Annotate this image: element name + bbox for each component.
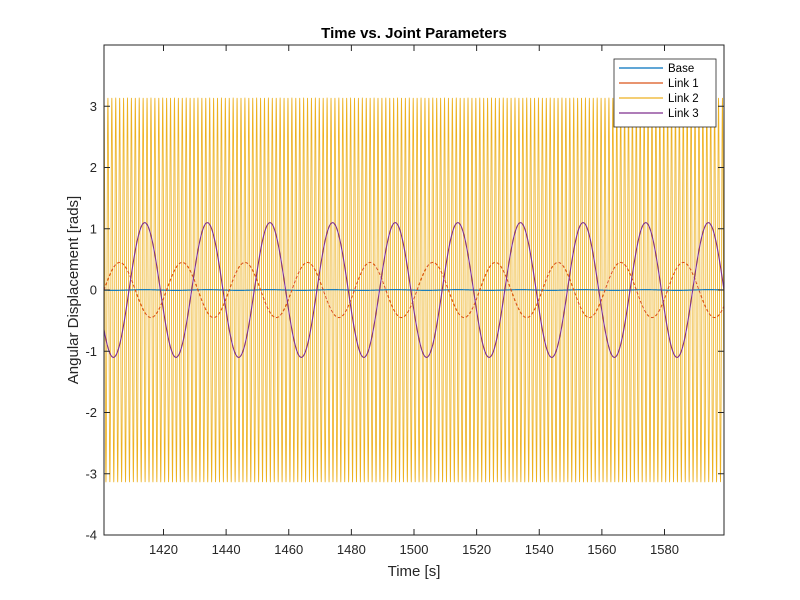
y-tick-label: 3 xyxy=(90,99,97,114)
series-line-link-3 xyxy=(103,222,725,358)
legend-label: Base xyxy=(668,63,694,75)
x-tick-label: 1460 xyxy=(274,542,303,557)
y-tick-label: 1 xyxy=(90,221,97,236)
x-tick-label: 1480 xyxy=(337,542,366,557)
ticks-layer: 1420 1440 1460 1480 1500 1520 1540 1560 1580 -4 -3… xyxy=(85,45,724,557)
y-tick-label: 0 xyxy=(90,283,97,298)
x-tick-label: 1440 xyxy=(212,542,241,557)
x-tick-label: 1520 xyxy=(462,542,491,557)
x-tick-label: 1580 xyxy=(650,542,679,557)
legend-box xyxy=(613,58,717,128)
y-tick-label: -3 xyxy=(85,466,97,481)
y-tick-label: -4 xyxy=(85,528,97,543)
x-tick-label: 1420 xyxy=(149,542,178,557)
y-tick-label: 2 xyxy=(90,160,97,175)
y-axis-label: Angular Displacement [rads] xyxy=(65,196,82,384)
x-tick-label: 1500 xyxy=(400,542,429,557)
legend-label: Link 3 xyxy=(668,108,699,120)
x-tick-label: 1560 xyxy=(587,542,616,557)
legend-label: Link 2 xyxy=(668,93,699,105)
legend: Base Link 1 Link 2 Link 3 xyxy=(613,58,717,128)
x-tick-label: 1540 xyxy=(525,542,554,557)
y-tick-label: -2 xyxy=(85,405,97,420)
series-line-base xyxy=(103,289,725,291)
series-line-link-1 xyxy=(103,261,725,319)
y-tick-label: -1 xyxy=(85,344,97,359)
x-axis-label: Time [s] xyxy=(388,563,441,580)
legend-label: Link 1 xyxy=(668,78,699,90)
chart-title: Time vs. Joint Parameters xyxy=(321,25,507,42)
